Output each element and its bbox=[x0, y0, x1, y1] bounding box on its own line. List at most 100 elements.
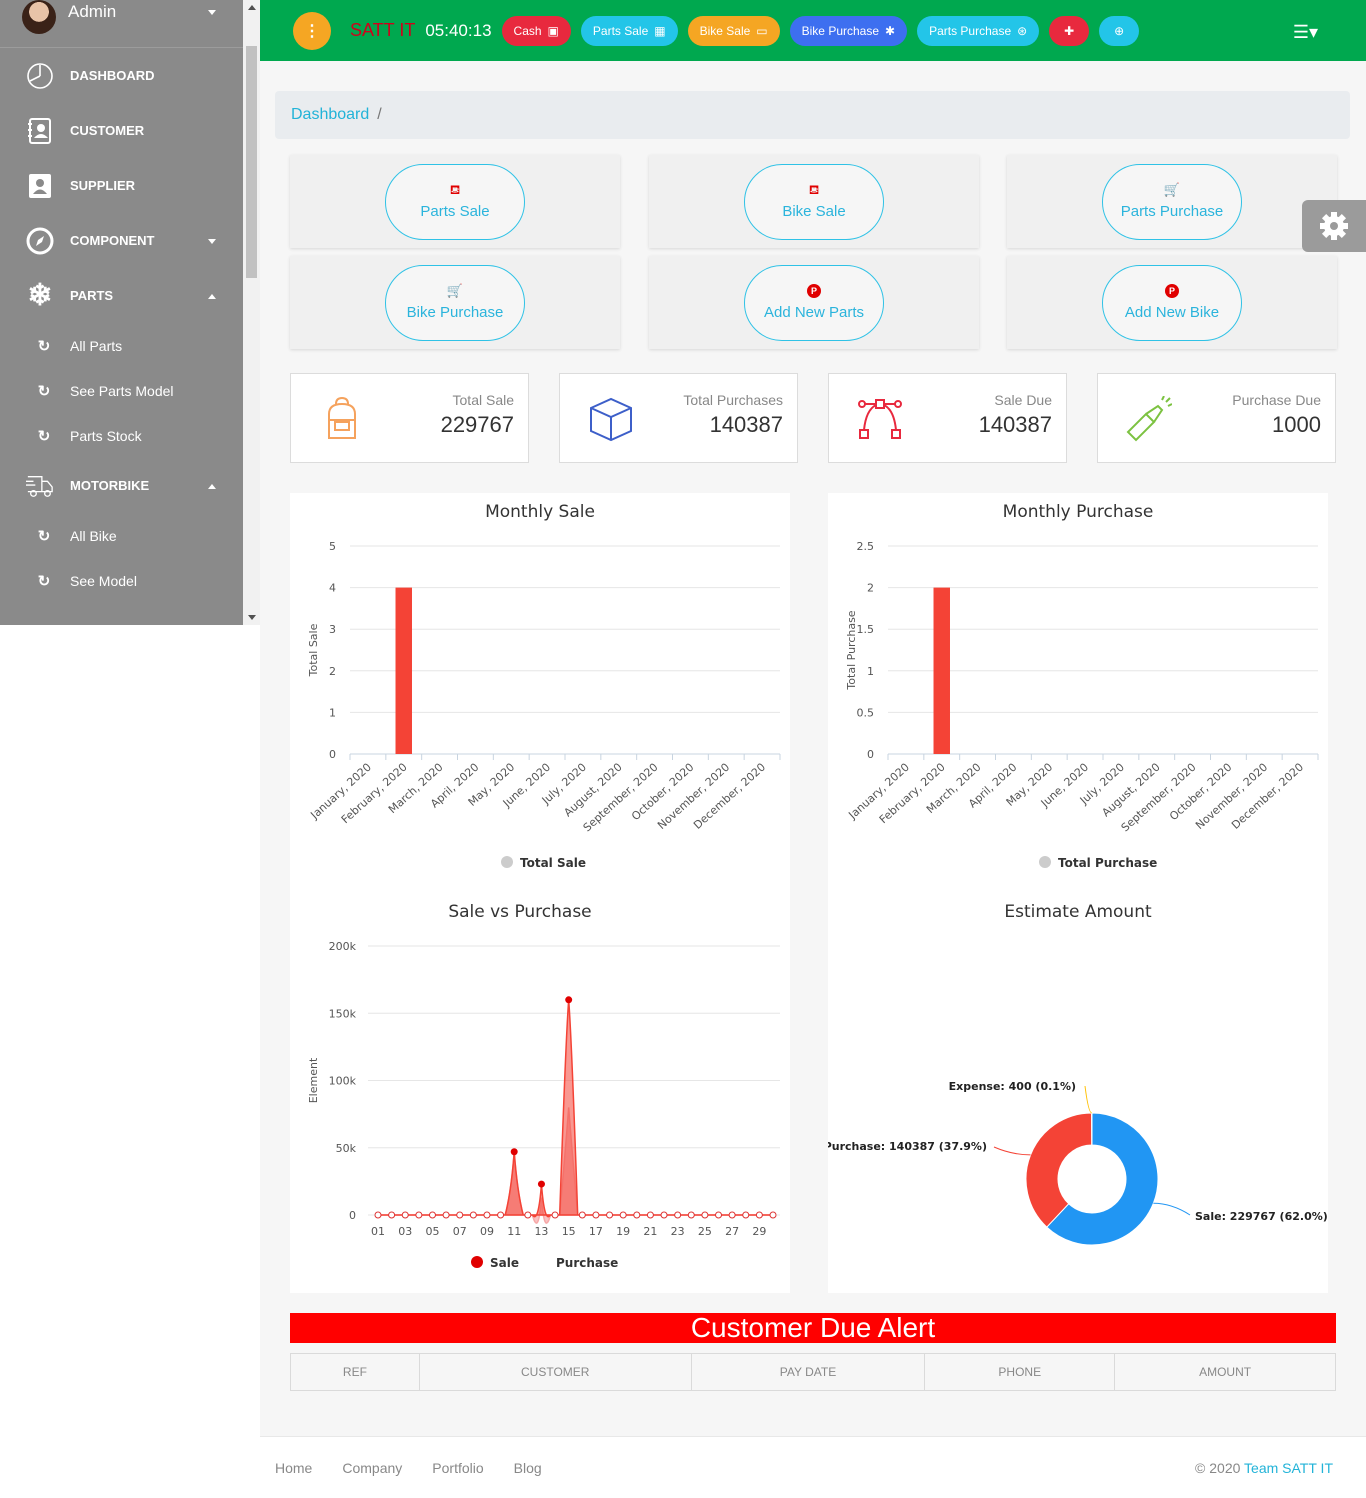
brand-name: SATT IT bbox=[350, 20, 416, 40]
column-phone[interactable]: PHONE bbox=[924, 1353, 1116, 1391]
footer-link-home[interactable]: Home bbox=[275, 1460, 313, 1476]
scroll-down-icon[interactable] bbox=[248, 615, 256, 620]
settings-button[interactable] bbox=[1302, 200, 1366, 252]
compass-icon bbox=[26, 227, 54, 255]
sidebar-subitem-label: See Model bbox=[70, 572, 137, 589]
sidebar-subitem-label: See Parts Model bbox=[70, 382, 174, 399]
bathtub-icon: ⛾ bbox=[808, 182, 820, 197]
sidebar-item-dashboard[interactable]: DASHBOARD bbox=[0, 48, 260, 103]
team-link[interactable]: Team SATT IT bbox=[1244, 1460, 1333, 1476]
x-tick-label: 01 bbox=[371, 1225, 385, 1238]
stat-value: 1000 bbox=[1272, 412, 1321, 437]
data-point bbox=[755, 1211, 763, 1219]
sidebar-item-label: COMPONENT bbox=[70, 233, 155, 248]
legend-label: Total Purchase bbox=[1058, 856, 1157, 870]
sidebar-subitem-all-parts[interactable]: ↻ All Parts bbox=[0, 323, 260, 368]
data-point bbox=[483, 1211, 491, 1219]
pill-label: Bike Purchase bbox=[801, 23, 880, 38]
chevron-up-icon bbox=[208, 484, 216, 489]
data-point bbox=[715, 1211, 723, 1219]
data-point bbox=[374, 1211, 382, 1219]
column-ref[interactable]: REF bbox=[290, 1353, 420, 1391]
stat-label: Purchase Due bbox=[1232, 392, 1321, 408]
refresh-icon: ↻ bbox=[37, 572, 51, 590]
x-tick-label: 27 bbox=[725, 1225, 739, 1238]
sidebar-subitem-parts-stock[interactable]: ↻ Parts Stock bbox=[0, 413, 260, 458]
user-menu[interactable]: Admin bbox=[0, 0, 260, 48]
parts-sale-button[interactable]: ⛾ Parts Sale bbox=[385, 163, 525, 240]
x-tick-label: 13 bbox=[534, 1225, 548, 1238]
stat-value: 229767 bbox=[440, 412, 514, 437]
scrollbar-thumb[interactable] bbox=[246, 46, 257, 278]
action-label: Add New Bike bbox=[1124, 304, 1220, 321]
data-point bbox=[428, 1211, 436, 1219]
y-tick-label: 0 bbox=[349, 1209, 356, 1222]
footer-link-portfolio[interactable]: Portfolio bbox=[432, 1460, 484, 1476]
x-tick-label: 17 bbox=[589, 1225, 603, 1238]
action-card: 🛒 Bike Purchase bbox=[290, 256, 620, 349]
x-tick-label: October, 2020 bbox=[1167, 761, 1234, 824]
parts-purchase-button[interactable]: 🛒 Parts Purchase bbox=[1102, 163, 1242, 240]
sidebar-item-parts[interactable]: ❄ PARTS bbox=[0, 268, 260, 323]
y-tick-label: 0.5 bbox=[857, 706, 875, 719]
legend-label: Total Sale bbox=[520, 856, 586, 870]
stat-label: Sale Due bbox=[994, 392, 1052, 408]
sidebar-subitem-see-parts-model[interactable]: ↻ See Parts Model bbox=[0, 368, 260, 413]
sidebar-item-supplier[interactable]: SUPPLIER bbox=[0, 158, 260, 213]
topbar-pill-cash[interactable]: Cash ▣ bbox=[501, 15, 571, 46]
add-new-parts-button[interactable]: P Add New Parts bbox=[744, 264, 884, 341]
sidebar-item-customer[interactable]: CUSTOMER bbox=[0, 103, 260, 158]
y-tick-label: 100k bbox=[329, 1075, 357, 1088]
snowflake-icon: ❄ bbox=[27, 279, 53, 312]
bike-purchase-button[interactable]: 🛒 Bike Purchase bbox=[385, 264, 525, 341]
topbar-pill-parts-purchase[interactable]: Parts Purchase ⊛ bbox=[917, 15, 1040, 46]
top-navbar: ⋮ SATT IT 05:40:13 Cash ▣ Parts Sale ▦ Bike … bbox=[260, 0, 1366, 61]
data-point bbox=[728, 1211, 736, 1219]
footer-link-company[interactable]: Company bbox=[342, 1460, 403, 1476]
scroll-up-icon[interactable] bbox=[248, 5, 256, 10]
action-card: 🛒 Parts Purchase bbox=[1007, 155, 1337, 248]
x-tick-label: 19 bbox=[616, 1225, 630, 1238]
x-tick-label: 25 bbox=[698, 1225, 712, 1238]
sidebar-subitem-all-bike[interactable]: ↻ All Bike bbox=[0, 513, 260, 558]
footer-link-blog[interactable]: Blog bbox=[513, 1460, 542, 1476]
menu-toggle-button[interactable]: ⋮ bbox=[293, 11, 331, 50]
pill-label: Parts Sale bbox=[592, 23, 649, 38]
column-customer[interactable]: CUSTOMER bbox=[418, 1353, 692, 1391]
topbar-round-button[interactable]: ✚ bbox=[1049, 15, 1090, 46]
sidebar-item-motorbike[interactable]: MOTORBIKE bbox=[0, 458, 260, 513]
column-pay-date[interactable]: PAY DATE bbox=[690, 1353, 926, 1391]
chart-title: Monthly Purchase bbox=[1003, 502, 1154, 522]
data-point bbox=[660, 1211, 668, 1219]
add-new-bike-button[interactable]: P Add New Bike bbox=[1102, 264, 1242, 341]
bike-sale-button[interactable]: ⛾ Bike Sale bbox=[744, 163, 884, 240]
cart-icon: 🛒 bbox=[446, 283, 464, 298]
pie-slice-sale bbox=[1046, 1112, 1159, 1246]
column-amount[interactable]: AMOUNT bbox=[1114, 1353, 1336, 1391]
sidebar-subitem-see-model[interactable]: ↻ See Model bbox=[0, 558, 260, 603]
topbar-round-button[interactable]: ⊕ bbox=[1099, 15, 1140, 46]
legend-marker bbox=[501, 856, 513, 868]
y-tick-label: 0 bbox=[867, 748, 874, 761]
topbar-pill-parts-sale[interactable]: Parts Sale ▦ bbox=[580, 15, 678, 46]
lifebuoy-icon: ⊛ bbox=[1017, 23, 1028, 38]
data-point bbox=[565, 996, 573, 1004]
bar bbox=[933, 587, 950, 754]
breadcrumb-separator: / bbox=[377, 106, 382, 123]
cube-icon bbox=[588, 396, 634, 442]
sidebar-scrollbar[interactable] bbox=[243, 0, 260, 625]
breadcrumb-dashboard[interactable]: Dashboard bbox=[291, 106, 370, 123]
y-tick-label: 0 bbox=[329, 748, 336, 761]
topbar-pill-bike-purchase[interactable]: Bike Purchase ✱ bbox=[789, 15, 908, 46]
x-tick-label: 11 bbox=[507, 1225, 521, 1238]
action-label: Bike Purchase bbox=[406, 304, 504, 321]
topbar-pill-bike-sale[interactable]: Bike Sale ▭ bbox=[687, 15, 780, 46]
list-menu-icon[interactable]: ☰▾ bbox=[1292, 22, 1318, 42]
stat-card-sale-due: Sale Due 140387 bbox=[828, 373, 1067, 463]
y-tick-label: 1 bbox=[329, 706, 336, 719]
sidebar-item-component[interactable]: COMPONENT bbox=[0, 213, 260, 268]
pie-leader-line bbox=[1084, 1085, 1092, 1114]
x-tick-label: 05 bbox=[425, 1225, 439, 1238]
grid-icon: ▦ bbox=[654, 23, 666, 38]
chart-title: Monthly Sale bbox=[485, 502, 595, 522]
